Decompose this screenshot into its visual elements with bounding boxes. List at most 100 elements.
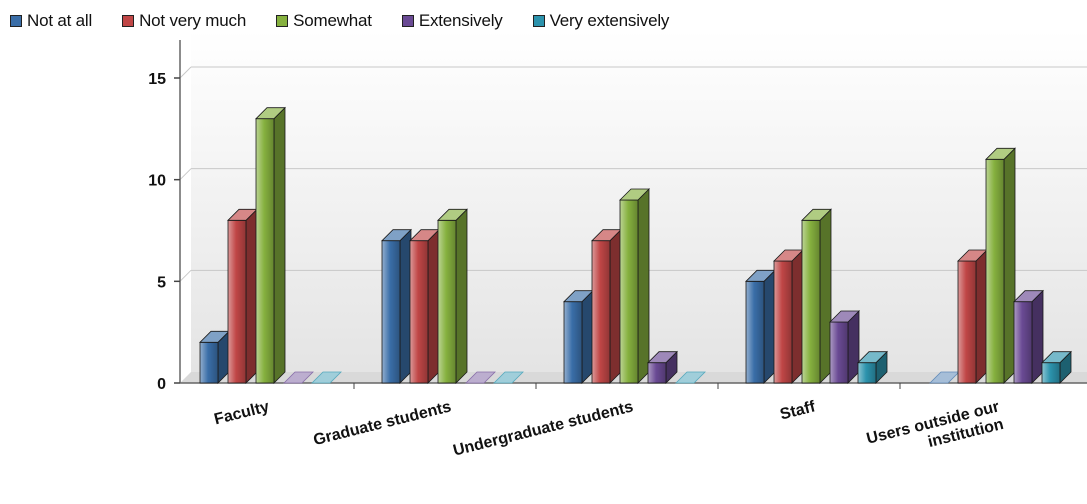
- bar-extensively-staff: [829, 310, 860, 384]
- bar-side: [791, 249, 804, 384]
- legend-swatch: [532, 15, 545, 27]
- bar-top: [857, 351, 888, 364]
- bar-front: [985, 158, 1005, 384]
- bar-top: [437, 208, 468, 221]
- bar-not-at-all-undergraduate-students: [563, 289, 594, 384]
- legend-item-not-very-much: Not very much: [122, 11, 246, 31]
- y-tick-label: 0: [157, 376, 166, 393]
- category-label-line: Undergraduate students: [451, 398, 635, 459]
- bar-side: [1003, 147, 1016, 384]
- legend-label: Somewhat: [293, 11, 372, 30]
- bar-not-at-all-faculty: [199, 330, 230, 384]
- bar-not-at-all-graduate-students: [381, 228, 412, 384]
- bar-extensively-users-outside-our-institution: [1013, 289, 1044, 384]
- category-label: Users outside ourinstitution: [865, 398, 1005, 465]
- bar-front: [409, 240, 429, 384]
- gridline-depth: [179, 269, 192, 282]
- bar-top: [283, 371, 314, 384]
- bar-not-very-much-users-outside-our-institution: [957, 249, 988, 384]
- y-tick-label: 5: [157, 274, 166, 291]
- chart-legend: Not at all Not very much Somewhat Extensive…: [10, 10, 699, 32]
- bar-top: [493, 371, 524, 384]
- bar-front: [619, 199, 639, 384]
- bar-very-extensively-users-outside-our-institution: [1041, 350, 1072, 384]
- bar-front: [563, 301, 583, 384]
- category-label-line: Faculty: [213, 398, 272, 428]
- bar-top: [619, 188, 650, 201]
- bar-side: [609, 228, 622, 384]
- legend-item-not-at-all: Not at all: [10, 11, 92, 31]
- bar-front: [199, 341, 219, 384]
- bar-side: [427, 228, 440, 384]
- legend-swatch: [276, 15, 289, 27]
- bar-not-very-much-staff: [773, 249, 804, 384]
- bar-top: [1041, 351, 1072, 364]
- legend-item-very-extensively: Very extensively: [532, 11, 670, 31]
- bar-top: [985, 147, 1016, 160]
- bar-front: [957, 260, 977, 384]
- category-label: Undergraduate students: [451, 398, 635, 459]
- bar-front: [801, 219, 821, 384]
- bar-front: [591, 240, 611, 384]
- bar-somewhat-users-outside-our-institution: [985, 147, 1016, 384]
- bar-very-extensively-undergraduate-students: [675, 371, 706, 384]
- bar-top: [675, 371, 706, 384]
- bar-side: [763, 269, 776, 384]
- bar-side: [273, 106, 286, 384]
- bar-not-very-much-undergraduate-students: [591, 228, 622, 384]
- legend-swatch: [401, 15, 414, 27]
- bar-very-extensively-faculty: [311, 371, 342, 384]
- bar-side: [847, 310, 860, 384]
- legend-item-somewhat: Somewhat: [276, 11, 372, 31]
- legend-label: Not very much: [139, 11, 247, 30]
- bar-front: [1013, 301, 1033, 384]
- category-label: Graduate students: [312, 398, 453, 449]
- bar-front: [857, 362, 877, 384]
- bar-top: [255, 107, 286, 120]
- legend-label: Very extensively: [549, 11, 670, 30]
- bar-side: [581, 289, 594, 384]
- bar-not-very-much-graduate-students: [409, 228, 440, 384]
- bar-somewhat-undergraduate-students: [619, 188, 650, 384]
- bar-somewhat-faculty: [255, 106, 286, 384]
- category-label-line: Graduate students: [312, 398, 453, 449]
- y-tick-label: 10: [148, 173, 166, 190]
- bar-front: [745, 280, 765, 384]
- bar-front: [829, 321, 849, 384]
- bar-side: [455, 208, 468, 384]
- legend-swatch: [122, 15, 135, 27]
- bar-top: [647, 351, 678, 364]
- category-label: Faculty: [213, 398, 272, 428]
- bar-front: [255, 118, 275, 384]
- gridline-depth: [179, 66, 192, 79]
- bar-very-extensively-graduate-students: [493, 371, 524, 384]
- legend-label: Not at all: [27, 11, 93, 30]
- bar-top: [829, 310, 860, 323]
- bar-side: [245, 208, 258, 384]
- bar-side: [637, 188, 650, 384]
- bar-front: [1041, 362, 1061, 384]
- bar-top: [801, 208, 832, 221]
- bar-front: [647, 362, 667, 384]
- bar-front: [381, 240, 401, 384]
- bar-side: [975, 249, 988, 384]
- bar-extensively-undergraduate-students: [647, 350, 678, 384]
- bar-not-at-all-staff: [745, 269, 776, 384]
- bar-somewhat-graduate-students: [437, 208, 468, 384]
- bar-not-very-much-faculty: [227, 208, 258, 384]
- category-label-line: Staff: [778, 398, 817, 423]
- bar-front: [437, 219, 457, 384]
- legend-label: Extensively: [418, 11, 503, 30]
- bar-top: [381, 229, 412, 242]
- bar-somewhat-staff: [801, 208, 832, 384]
- legend-swatch: [10, 15, 22, 27]
- bar-front: [227, 219, 247, 384]
- bar-extensively-faculty: [283, 371, 314, 384]
- bar-side: [819, 208, 832, 384]
- bar-front: [773, 260, 793, 384]
- bar-top: [465, 371, 496, 384]
- bar-top: [311, 371, 342, 384]
- y-tick-label: 15: [148, 71, 166, 88]
- category-label: Staff: [778, 398, 817, 423]
